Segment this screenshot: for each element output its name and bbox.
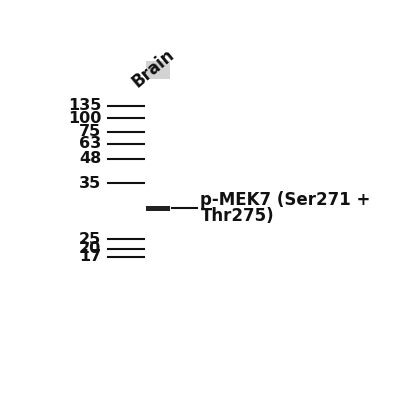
Text: 48: 48 — [79, 151, 101, 166]
Text: 25: 25 — [79, 232, 101, 247]
Bar — [146, 206, 170, 211]
Text: 17: 17 — [79, 249, 101, 264]
Text: p-MEK7 (Ser271 +: p-MEK7 (Ser271 + — [200, 191, 371, 210]
Text: Brain: Brain — [128, 45, 178, 91]
Text: 63: 63 — [79, 137, 101, 152]
Text: 100: 100 — [68, 111, 101, 126]
Text: 20: 20 — [79, 241, 101, 256]
Text: 75: 75 — [79, 124, 101, 139]
Bar — [146, 61, 170, 79]
Text: 35: 35 — [79, 176, 101, 191]
Text: Thr275): Thr275) — [200, 207, 274, 225]
Text: 135: 135 — [68, 98, 101, 113]
